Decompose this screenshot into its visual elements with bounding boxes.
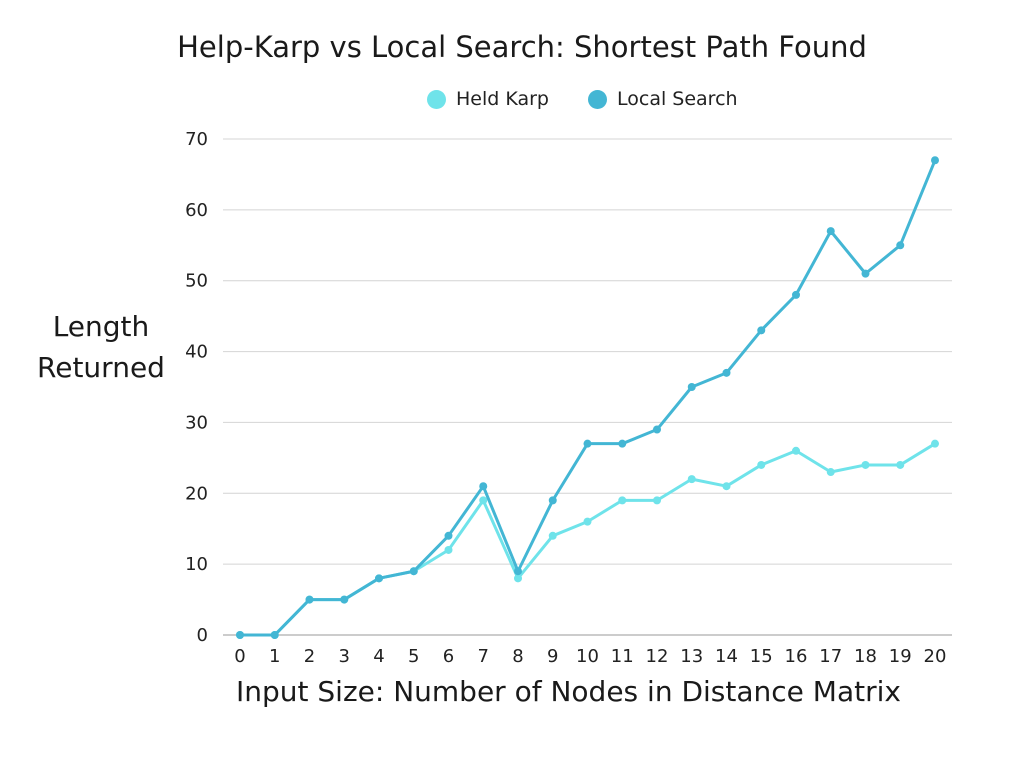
- x-tick-label: 9: [547, 646, 558, 667]
- data-point-local-search: [722, 368, 731, 377]
- data-point-held-karp: [931, 439, 939, 448]
- y-tick-label: 0: [197, 625, 208, 646]
- x-tick-label: 5: [408, 646, 419, 667]
- x-tick-label: 1: [269, 646, 280, 667]
- data-point-held-karp: [722, 482, 731, 491]
- data-point-local-search: [861, 269, 870, 278]
- data-point-local-search: [514, 567, 522, 576]
- y-axis-label-line2: Returned: [37, 351, 165, 384]
- y-tick-label: 40: [185, 342, 208, 363]
- y-tick-label: 20: [185, 483, 208, 504]
- x-tick-label: 2: [304, 646, 315, 667]
- x-tick-label: 7: [478, 646, 489, 667]
- data-point-held-karp: [479, 496, 488, 505]
- data-point-held-karp: [618, 496, 627, 505]
- x-tick-label: 8: [512, 646, 523, 667]
- x-tick-label: 19: [889, 646, 912, 667]
- data-point-local-search: [583, 439, 592, 448]
- x-tick-label: 4: [373, 646, 384, 667]
- y-tick-label: 10: [185, 554, 208, 575]
- data-point-held-karp: [757, 460, 766, 469]
- x-tick-label: 16: [785, 646, 808, 667]
- chart-title: Help-Karp vs Local Search: Shortest Path…: [177, 30, 867, 64]
- data-point-held-karp: [583, 517, 592, 526]
- legend-marker-local-search: [588, 89, 607, 109]
- data-point-held-karp: [861, 460, 870, 469]
- data-point-local-search: [340, 595, 349, 604]
- data-point-held-karp: [514, 574, 522, 583]
- data-point-held-karp: [444, 545, 453, 554]
- x-tick-label: 14: [715, 646, 738, 667]
- x-tick-label: 13: [680, 646, 703, 667]
- x-tick-label: 3: [339, 646, 350, 667]
- legend-item-local-search: Local Search: [588, 88, 738, 110]
- y-tick-label: 30: [185, 412, 208, 433]
- data-point-local-search: [931, 156, 939, 165]
- data-point-local-search: [687, 383, 696, 391]
- data-point-held-karp: [792, 446, 800, 455]
- legend-item-held-karp: Held Karp: [427, 88, 549, 110]
- data-point-local-search: [479, 482, 488, 491]
- x-tick-label: 20: [924, 646, 947, 667]
- data-point-local-search: [826, 227, 835, 236]
- legend-marker-held-karp: [427, 89, 446, 109]
- data-point-local-search: [236, 631, 244, 639]
- y-axis-label-line1: Length: [52, 310, 150, 343]
- data-point-local-search: [792, 290, 800, 299]
- data-point-local-search: [757, 326, 766, 335]
- x-tick-label: 17: [819, 646, 842, 667]
- x-tick-label: 15: [750, 646, 773, 667]
- data-point-held-karp: [896, 460, 905, 469]
- legend-label-held-karp: Held Karp: [456, 88, 549, 110]
- data-point-held-karp: [687, 475, 696, 484]
- data-point-held-karp: [653, 496, 661, 505]
- y-tick-label: 60: [185, 200, 208, 221]
- x-tick-label: 18: [854, 646, 877, 667]
- data-point-local-search: [653, 425, 661, 434]
- chart-legend: Held Karp Local Search: [0, 88, 1024, 114]
- data-point-local-search: [375, 574, 383, 583]
- data-point-local-search: [444, 531, 453, 540]
- data-point-local-search: [896, 241, 905, 250]
- legend-label-local-search: Local Search: [617, 88, 738, 110]
- y-axis-label: Length Returned: [26, 306, 176, 388]
- x-tick-label: 0: [234, 646, 245, 667]
- x-axis-label: Input Size: Number of Nodes in Distance …: [236, 675, 901, 708]
- data-point-held-karp: [548, 531, 557, 540]
- y-tick-label: 70: [185, 129, 208, 150]
- data-point-local-search: [409, 567, 418, 576]
- y-tick-label: 50: [185, 271, 208, 292]
- x-tick-label: 6: [443, 646, 454, 667]
- x-tick-label: 11: [611, 646, 634, 667]
- data-point-local-search: [548, 496, 557, 505]
- data-point-held-karp: [826, 468, 835, 477]
- x-tick-label: 12: [646, 646, 669, 667]
- data-point-local-search: [618, 439, 627, 448]
- x-tick-label: 10: [576, 646, 599, 667]
- data-point-local-search: [305, 595, 314, 604]
- data-point-local-search: [270, 631, 279, 639]
